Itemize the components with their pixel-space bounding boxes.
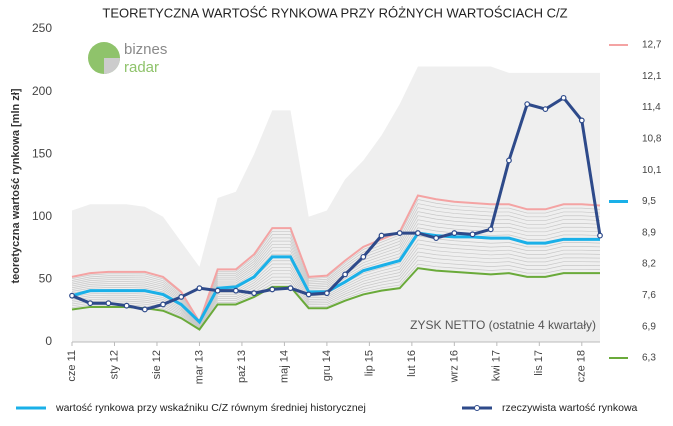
point [178, 294, 185, 300]
point [196, 285, 203, 292]
point [214, 287, 221, 294]
level-label: 12,7 [642, 40, 662, 51]
x-tick-label: gru 14 [321, 350, 333, 381]
point [415, 230, 421, 236]
y-axis-label: teoretyczna wartość rynkowa [mln zł] [10, 88, 22, 283]
x-tick-label: paź 13 [236, 350, 248, 383]
x-tick-label: lis 17 [533, 350, 545, 376]
y-tick-label: 150 [32, 146, 52, 160]
level-label: 10,1 [642, 165, 662, 176]
point [251, 290, 257, 297]
x-tick-label: wrz 16 [448, 350, 460, 383]
legend-marker [474, 405, 480, 411]
level-label: 7,6 [642, 290, 656, 301]
y-tick-label: 100 [32, 209, 52, 223]
point [305, 291, 312, 298]
pe-grid-line [71, 247, 601, 328]
series-line [71, 95, 602, 311]
area-label: ZYSK NETTO (ostatnie 4 kwartały) [410, 318, 596, 332]
x-tick-label: maj 14 [278, 350, 290, 383]
level-label: 9,5 [642, 196, 656, 207]
pe-grid-line [71, 263, 601, 330]
x-tick-label: sty 12 [108, 350, 120, 379]
x-tick-label: cze 18 [576, 350, 588, 382]
y-tick-label: 0 [45, 334, 52, 348]
point [469, 231, 476, 238]
logo: biznes radar [88, 41, 167, 76]
x-tick-label: cze 11 [66, 350, 78, 382]
y-tick-label: 250 [32, 21, 52, 35]
pe-grid-line [71, 211, 601, 325]
point [506, 157, 512, 164]
point [524, 101, 531, 108]
level-label: 10,8 [642, 134, 662, 145]
pe-grid-line [71, 203, 601, 324]
plot [69, 66, 603, 346]
level-label: 11,4 [642, 102, 661, 113]
point [396, 230, 403, 236]
level-label: 8,9 [642, 227, 656, 238]
point [342, 271, 349, 278]
x-tick-label: kwi 17 [491, 350, 503, 381]
point [542, 106, 549, 113]
point [287, 285, 294, 292]
legend-label: wartość rynkowa przy wskaźniku C/Z równy… [55, 402, 366, 414]
level-label: 8,2 [642, 259, 656, 270]
level-label: 6,9 [642, 321, 656, 332]
point [87, 300, 94, 307]
point [451, 230, 458, 236]
pe-grid-line [71, 243, 601, 328]
point [69, 292, 75, 299]
point [487, 226, 494, 233]
series-line [71, 194, 601, 325]
point [378, 232, 385, 239]
pe-grid-line [71, 239, 601, 328]
point [105, 300, 112, 307]
point [433, 235, 440, 241]
logo-text: biznes [124, 41, 167, 58]
logo-text: radar [124, 59, 159, 76]
level-label: 12,1 [642, 71, 662, 82]
x-tick-label: sie 12 [151, 350, 163, 379]
series-line [71, 231, 600, 325]
logo-icon [104, 58, 120, 74]
pe-grid-line [71, 199, 601, 324]
point [597, 232, 603, 239]
legend-label: rzeczywista wartość rynkowa [502, 402, 638, 414]
x-tick-label: lut 16 [406, 350, 418, 377]
point [323, 290, 330, 297]
y-tick-label: 200 [32, 84, 52, 98]
point [578, 117, 585, 124]
x-tick-label: lip 15 [363, 350, 375, 376]
point [232, 287, 239, 294]
point [123, 302, 130, 309]
pe-grid-line [71, 207, 601, 324]
series-line [71, 267, 600, 331]
chart-title: TEORETYCZNA WARTOŚĆ RYNKOWA PRZY RÓŻNYCH… [102, 5, 567, 20]
pe-grid-line [71, 251, 601, 329]
point [560, 94, 567, 101]
level-label: 6,3 [642, 353, 656, 364]
pe-grid-line [71, 215, 601, 325]
point [360, 253, 367, 260]
point [269, 286, 276, 293]
point [141, 306, 148, 313]
point [160, 301, 166, 308]
x-tick-label: mar 13 [193, 350, 205, 384]
y-tick-label: 50 [39, 272, 53, 286]
pe-grid-line [71, 219, 601, 326]
